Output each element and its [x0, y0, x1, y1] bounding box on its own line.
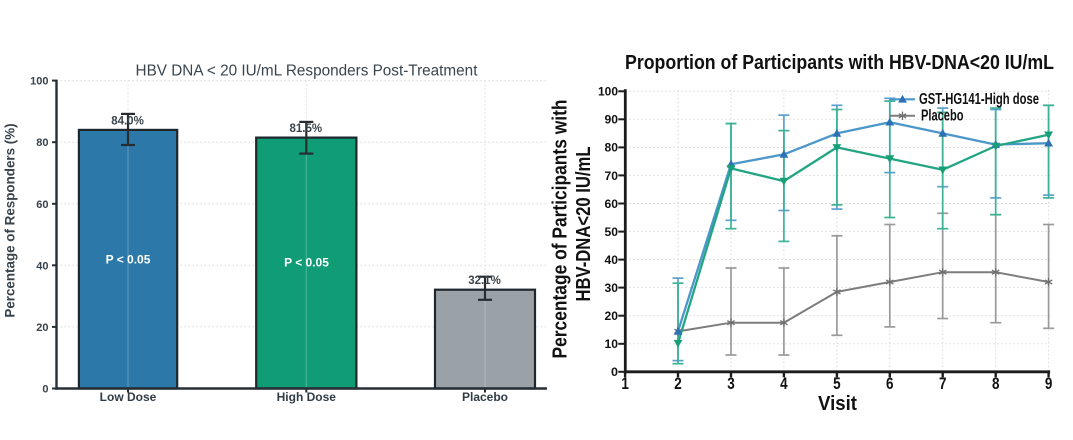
- svg-text:80: 80: [605, 141, 619, 155]
- svg-text:Percentage of Participants wit: Percentage of Participants with: [550, 100, 572, 359]
- svg-text:GST-HG141-High dose: GST-HG141-High dose: [919, 91, 1039, 108]
- svg-text:20: 20: [36, 322, 48, 334]
- svg-text:0: 0: [42, 384, 48, 396]
- svg-text:20: 20: [605, 309, 619, 323]
- svg-text:100: 100: [598, 85, 618, 99]
- svg-text:40: 40: [36, 260, 48, 272]
- svg-text:81.5%: 81.5%: [289, 123, 322, 135]
- svg-text:100: 100: [30, 76, 48, 88]
- svg-text:32.1%: 32.1%: [468, 275, 501, 287]
- svg-text:7: 7: [939, 375, 947, 393]
- svg-text:2: 2: [674, 375, 682, 393]
- svg-text:90: 90: [605, 113, 619, 127]
- svg-text:Placebo: Placebo: [921, 108, 964, 125]
- svg-text:60: 60: [605, 197, 619, 211]
- svg-text:1: 1: [621, 375, 629, 393]
- svg-text:30: 30: [605, 281, 619, 295]
- svg-text:40: 40: [605, 253, 619, 267]
- svg-text:60: 60: [36, 199, 48, 211]
- svg-text:6: 6: [886, 375, 894, 393]
- svg-text:Percentage of Responders (%): Percentage of Responders (%): [3, 123, 18, 317]
- svg-text:10: 10: [605, 337, 619, 351]
- svg-text:8: 8: [992, 375, 1000, 393]
- svg-text:9: 9: [1045, 375, 1053, 393]
- svg-text:HBV DNA < 20 IU/mL Responders: HBV DNA < 20 IU/mL Responders Post-Treat…: [136, 63, 479, 80]
- svg-text:70: 70: [605, 169, 619, 183]
- svg-text:HBV-DNA<20 IU/mL: HBV-DNA<20 IU/mL: [573, 147, 595, 302]
- svg-text:Low Dose: Low Dose: [100, 390, 157, 404]
- svg-text:Visit: Visit: [818, 393, 857, 415]
- svg-text:84.0%: 84.0%: [111, 115, 144, 127]
- svg-text:80: 80: [36, 137, 48, 149]
- svg-text:P < 0.05: P < 0.05: [106, 253, 151, 267]
- svg-text:High Dose: High Dose: [277, 390, 337, 404]
- svg-text:50: 50: [605, 225, 619, 239]
- svg-text:0: 0: [611, 365, 618, 379]
- svg-text:5: 5: [833, 375, 841, 393]
- svg-text:Placebo: Placebo: [462, 390, 508, 404]
- svg-text:4: 4: [780, 375, 788, 393]
- svg-text:Proportion of Participants wit: Proportion of Participants with HBV-DNA<…: [625, 52, 1054, 74]
- svg-text:P < 0.05: P < 0.05: [284, 256, 329, 270]
- svg-text:3: 3: [727, 375, 735, 393]
